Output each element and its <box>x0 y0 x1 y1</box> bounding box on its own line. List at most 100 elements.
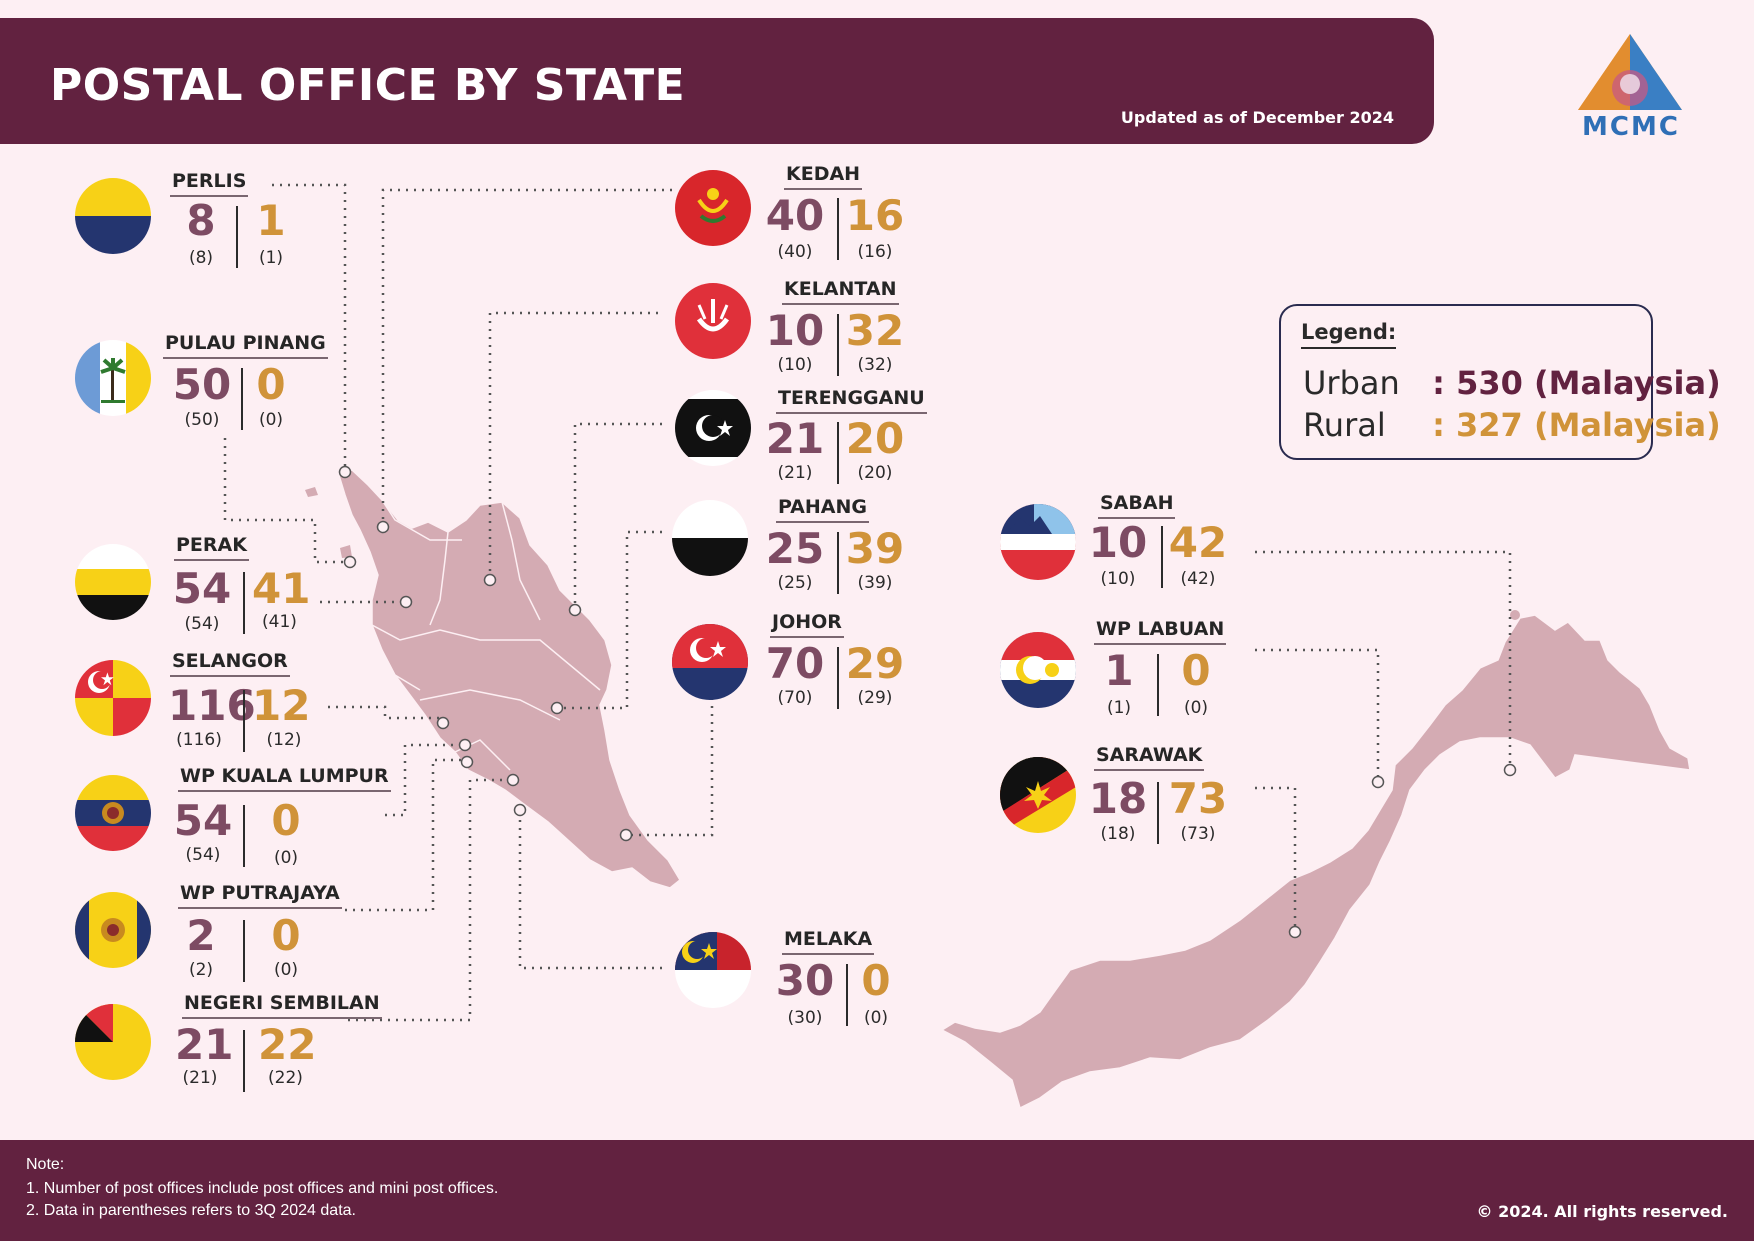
rural-count: 20 <box>845 414 905 463</box>
pahang-flag-icon <box>672 500 748 576</box>
rural-previous: (42) <box>1180 569 1216 589</box>
state-name: KELANTAN <box>782 278 899 305</box>
urban-previous: (40) <box>777 242 813 262</box>
sabah-marker <box>1503 763 1517 777</box>
value-divider <box>241 368 243 430</box>
mcmc-logo-icon <box>1578 34 1682 110</box>
updated-date: Updated as of December 2024 <box>1120 108 1394 127</box>
value-divider <box>243 920 245 982</box>
rural-count: 12 <box>252 681 311 730</box>
urban-count: 8 <box>186 196 216 245</box>
state-name: PERAK <box>174 534 249 561</box>
east-malaysia-shape <box>940 614 1691 1110</box>
selangor-marker <box>436 716 450 730</box>
rural-previous: (12) <box>266 730 302 750</box>
rural-count: 32 <box>845 306 905 355</box>
urban-previous: (21) <box>182 1068 218 1088</box>
state-name: TERENGGANU <box>776 387 927 414</box>
value-divider <box>1157 782 1159 844</box>
rural-previous: (39) <box>857 573 893 593</box>
urban-previous: (54) <box>184 614 220 634</box>
urban-count: 10 <box>1088 518 1148 567</box>
legend-urban-value: : 530 (Malaysia) <box>1432 364 1721 402</box>
note-line-2: 2. Data in parentheses refers to 3Q 2024… <box>26 1202 356 1219</box>
perlis-marker <box>338 465 352 479</box>
urban-count: 70 <box>765 639 825 688</box>
state-name: PULAU PINANG <box>163 332 328 359</box>
state-name: KEDAH <box>784 163 863 190</box>
rural-count: 0 <box>271 796 301 845</box>
urban-count: 21 <box>175 1020 234 1069</box>
terengganu-marker <box>568 603 582 617</box>
melaka-flag-icon <box>675 932 751 1008</box>
state-name: WP PUTRAJAYA <box>178 882 342 909</box>
kedah-marker <box>376 520 390 534</box>
rural-count: 22 <box>258 1020 317 1069</box>
kedah-flag-icon <box>675 170 751 246</box>
rural-count: 0 <box>256 360 286 409</box>
legend-box: Legend: Urban : 530 (Malaysia) Rural : 3… <box>1279 304 1721 460</box>
rural-previous: (0) <box>1183 698 1209 718</box>
negeri-sembilan-marker <box>506 773 520 787</box>
footer-bar: Note: 1. Number of post offices include … <box>0 1140 1754 1241</box>
urban-count: 30 <box>775 956 835 1005</box>
urban-previous: (18) <box>1100 824 1136 844</box>
value-divider <box>846 964 848 1026</box>
rural-count: 41 <box>252 564 311 613</box>
rural-count: 1 <box>256 196 286 245</box>
legend-rural-value: : 327 (Malaysia) <box>1432 406 1721 444</box>
urban-count: 116 <box>168 681 256 730</box>
sabah-flag-icon <box>1000 504 1076 580</box>
kl-marker <box>458 738 472 752</box>
penang-flag-icon <box>75 340 151 416</box>
legend-rural-row: Rural : 327 (Malaysia) <box>1303 406 1721 444</box>
kelantan-flag-icon <box>675 283 751 359</box>
labuan-marker <box>1371 775 1385 789</box>
rural-count: 0 <box>1181 646 1211 695</box>
urban-previous: (10) <box>1100 569 1136 589</box>
urban-count: 21 <box>765 414 825 463</box>
value-divider <box>837 647 839 709</box>
state-name: NEGERI SEMBILAN <box>182 992 382 1019</box>
putrajaya-marker <box>460 755 474 769</box>
legend-urban-label: Urban <box>1303 364 1400 402</box>
labuan-flag-icon <box>1000 632 1076 708</box>
urban-previous: (50) <box>184 410 220 430</box>
urban-previous: (25) <box>777 573 813 593</box>
rural-previous: (0) <box>273 848 299 868</box>
value-divider <box>837 198 839 260</box>
copyright-text: © 2024. All rights reserved. <box>1476 1202 1728 1221</box>
header-bar: POSTAL OFFICE BY STATE Updated as of Dec… <box>0 18 1434 144</box>
perlis-flag-icon <box>75 178 151 254</box>
state-name: MELAKA <box>782 928 875 955</box>
value-divider <box>243 690 245 752</box>
state-name: PAHANG <box>776 496 869 523</box>
urban-count: 1 <box>1104 646 1134 695</box>
urban-count: 54 <box>173 796 233 845</box>
state-name: SARAWAK <box>1094 744 1205 771</box>
note-title: Note: <box>26 1156 65 1173</box>
sarawak-marker <box>1288 925 1302 939</box>
selangor-flag-icon <box>75 660 151 736</box>
urban-count: 10 <box>765 306 825 355</box>
perak-marker <box>399 595 413 609</box>
value-divider <box>236 206 238 268</box>
value-divider <box>1157 654 1159 716</box>
urban-previous: (8) <box>188 248 214 268</box>
rural-previous: (22) <box>268 1068 303 1088</box>
legend-title: Legend: <box>1301 320 1397 349</box>
urban-count: 25 <box>765 524 825 573</box>
value-divider <box>1161 526 1163 588</box>
pahang-marker <box>550 701 564 715</box>
page-title: POSTAL OFFICE BY STATE <box>50 60 686 111</box>
urban-previous: (116) <box>176 730 222 750</box>
note-line-1: 1. Number of post offices include post o… <box>26 1180 499 1197</box>
rural-previous: (0) <box>863 1008 889 1028</box>
state-name: SABAH <box>1098 492 1176 519</box>
rural-count: 73 <box>1168 774 1228 823</box>
rural-count: 0 <box>861 956 891 1005</box>
value-divider <box>837 532 839 594</box>
rural-count: 29 <box>845 639 905 688</box>
urban-count: 54 <box>172 564 232 613</box>
rural-previous: (32) <box>857 355 893 375</box>
